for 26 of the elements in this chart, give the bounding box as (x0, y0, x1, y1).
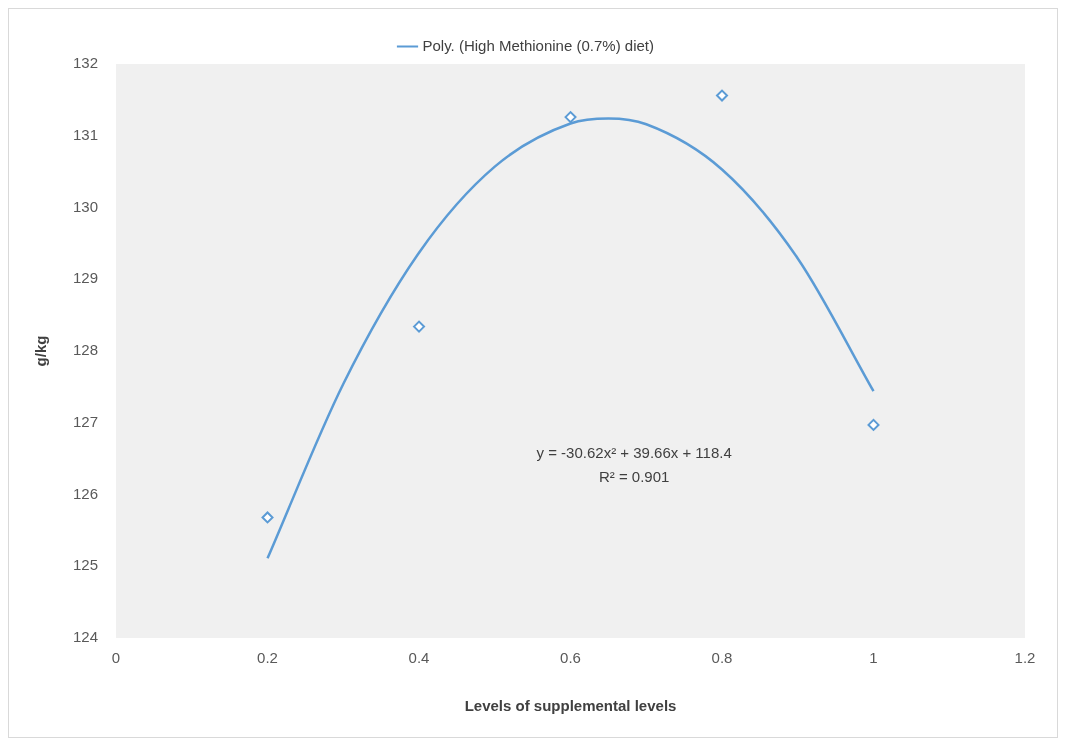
y-axis-title: g/kg (32, 335, 50, 367)
x-tick-label: 1 (869, 649, 878, 667)
x-tick-label: 0.4 (408, 649, 430, 667)
annotation: R² = 0.901 (598, 468, 670, 486)
point (867, 418, 880, 431)
x-tick-label: 0.8 (711, 649, 733, 667)
y-tick-label: 128 (73, 341, 99, 359)
y-tick-label: 129 (73, 269, 99, 287)
point (261, 511, 274, 524)
y-tick-label: 132 (73, 54, 99, 72)
x-tick-label: 0.6 (560, 649, 581, 667)
x-tick-label: 0.2 (257, 649, 278, 667)
y-tick-label: 126 (73, 484, 99, 502)
y-tick-label: 131 (73, 125, 99, 143)
x-axis-title: Levels of supplemental levels (464, 697, 677, 715)
point (564, 111, 577, 124)
point (413, 320, 426, 333)
y-tick-label: 125 (73, 556, 99, 574)
y-tick-label: 127 (73, 412, 99, 430)
y-tick-label: 130 (73, 197, 99, 215)
y-tick-label: 124 (73, 628, 99, 646)
annotation: y = -30.62x² + 39.66x + 118.4 (536, 444, 732, 462)
legend-label: Poly. (High Methionine (0.7%) diet) (422, 36, 655, 54)
x-tick-label: 1.2 (1014, 649, 1036, 667)
x-tick-label: 0 (111, 649, 121, 667)
point (716, 89, 729, 102)
